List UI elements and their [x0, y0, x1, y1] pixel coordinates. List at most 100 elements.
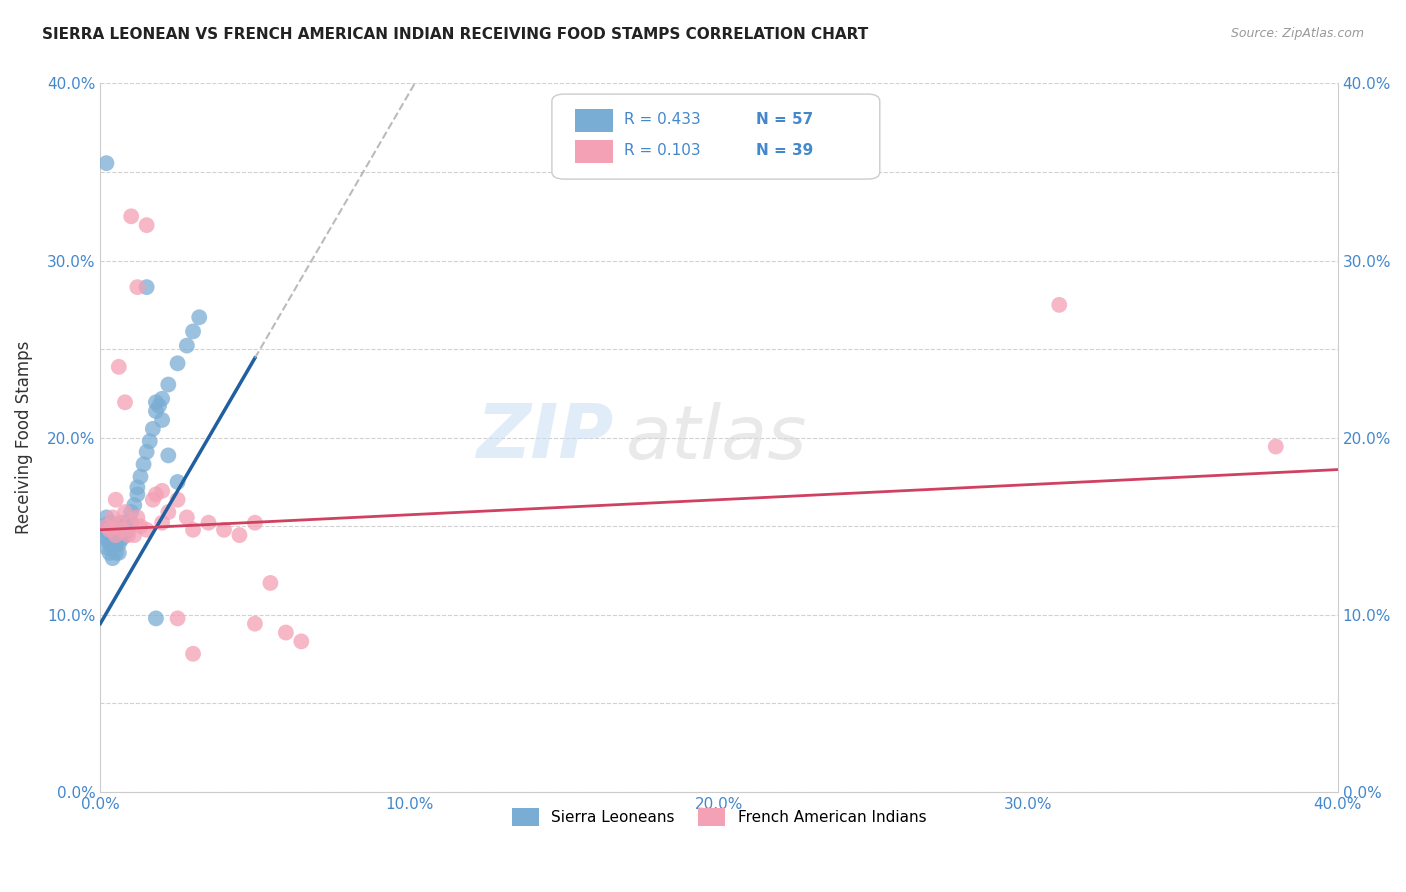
- Point: [1047, 298, 1070, 312]
- Point: [96, 532, 118, 546]
- Point: [108, 359, 131, 374]
- Legend: Sierra Leoneans, French American Indians: Sierra Leoneans, French American Indians: [505, 800, 934, 834]
- Point: [157, 377, 180, 392]
- Point: [96, 523, 118, 537]
- Point: [181, 523, 204, 537]
- Point: [145, 487, 167, 501]
- Point: [166, 611, 188, 625]
- Point: [114, 519, 136, 533]
- Point: [101, 541, 124, 555]
- Point: [132, 457, 155, 471]
- Text: N = 39: N = 39: [756, 144, 813, 158]
- Point: [157, 505, 180, 519]
- Point: [127, 480, 149, 494]
- Point: [108, 546, 131, 560]
- Point: [96, 519, 118, 533]
- FancyBboxPatch shape: [553, 94, 880, 179]
- Point: [104, 528, 127, 542]
- Point: [111, 523, 134, 537]
- Point: [124, 528, 146, 542]
- Point: [135, 218, 157, 232]
- Point: [114, 395, 136, 409]
- Point: [104, 523, 127, 537]
- Point: [108, 519, 131, 533]
- Point: [127, 280, 149, 294]
- FancyBboxPatch shape: [575, 109, 613, 132]
- Point: [101, 533, 124, 548]
- Point: [98, 546, 121, 560]
- FancyBboxPatch shape: [575, 140, 613, 163]
- Point: [101, 551, 124, 566]
- Point: [129, 519, 152, 533]
- Point: [93, 523, 115, 537]
- Point: [135, 280, 157, 294]
- Point: [212, 523, 235, 537]
- Text: SIERRA LEONEAN VS FRENCH AMERICAN INDIAN RECEIVING FOOD STAMPS CORRELATION CHART: SIERRA LEONEAN VS FRENCH AMERICAN INDIAN…: [42, 27, 869, 42]
- Point: [108, 516, 131, 530]
- Text: R = 0.433: R = 0.433: [624, 112, 700, 127]
- Point: [148, 399, 170, 413]
- Point: [120, 505, 142, 519]
- Point: [150, 483, 173, 498]
- Point: [243, 616, 266, 631]
- Text: Source: ZipAtlas.com: Source: ZipAtlas.com: [1230, 27, 1364, 40]
- Point: [114, 505, 136, 519]
- Point: [93, 519, 115, 533]
- Point: [150, 516, 173, 530]
- Point: [166, 475, 188, 489]
- Point: [101, 519, 124, 533]
- Point: [135, 523, 157, 537]
- Point: [98, 537, 121, 551]
- Text: ZIP: ZIP: [477, 401, 614, 475]
- Point: [117, 516, 139, 530]
- Text: R = 0.103: R = 0.103: [624, 144, 700, 158]
- Point: [111, 523, 134, 537]
- Point: [117, 528, 139, 542]
- Point: [104, 546, 127, 560]
- Point: [176, 338, 198, 352]
- Text: N = 57: N = 57: [756, 112, 813, 127]
- Point: [120, 516, 142, 530]
- Point: [114, 528, 136, 542]
- Point: [96, 510, 118, 524]
- Point: [98, 523, 121, 537]
- Point: [127, 510, 149, 524]
- Point: [127, 487, 149, 501]
- Point: [197, 516, 219, 530]
- Point: [274, 625, 297, 640]
- Point: [117, 523, 139, 537]
- Point: [181, 647, 204, 661]
- Point: [129, 469, 152, 483]
- Point: [101, 510, 124, 524]
- Point: [145, 395, 167, 409]
- Point: [108, 537, 131, 551]
- Point: [145, 404, 167, 418]
- Point: [104, 537, 127, 551]
- Point: [150, 392, 173, 406]
- Point: [124, 498, 146, 512]
- Point: [108, 528, 131, 542]
- Point: [111, 532, 134, 546]
- Point: [145, 611, 167, 625]
- Point: [1264, 440, 1286, 454]
- Point: [98, 528, 121, 542]
- Point: [176, 510, 198, 524]
- Point: [120, 209, 142, 223]
- Point: [104, 492, 127, 507]
- Point: [166, 492, 188, 507]
- Point: [290, 634, 312, 648]
- Point: [98, 516, 121, 530]
- Point: [181, 325, 204, 339]
- Point: [101, 528, 124, 542]
- Point: [96, 541, 118, 555]
- Point: [96, 156, 118, 170]
- Point: [142, 422, 165, 436]
- Point: [120, 516, 142, 530]
- Point: [139, 434, 162, 449]
- Point: [135, 445, 157, 459]
- Point: [166, 356, 188, 370]
- Point: [111, 516, 134, 530]
- Point: [259, 576, 281, 591]
- Y-axis label: Receiving Food Stamps: Receiving Food Stamps: [15, 341, 32, 534]
- Point: [93, 528, 115, 542]
